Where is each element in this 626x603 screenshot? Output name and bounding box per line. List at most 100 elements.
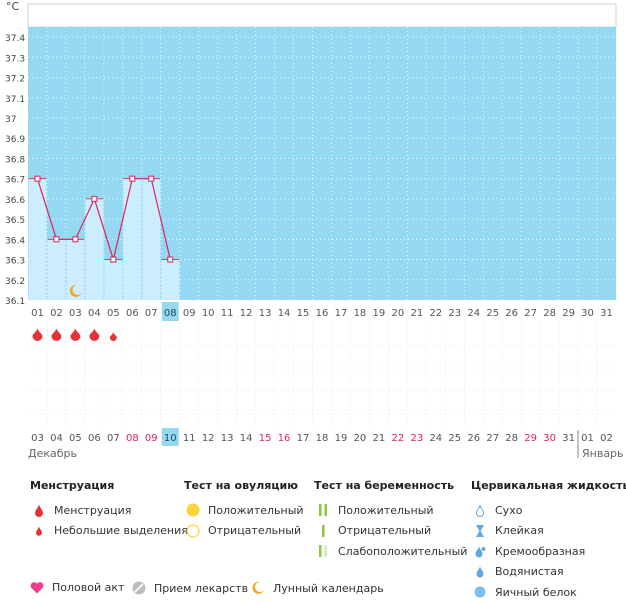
temperature-point[interactable] <box>167 256 174 263</box>
cycle-day-label[interactable]: 06 <box>126 308 139 319</box>
calendar-date-label[interactable]: 19 <box>335 433 348 444</box>
blood-drop-icon[interactable] <box>51 328 62 342</box>
calendar-date-label[interactable]: 06 <box>88 433 101 444</box>
calendar-date-label[interactable]: 23 <box>410 433 423 444</box>
cycle-day-label[interactable]: 22 <box>429 308 442 319</box>
calendar-date-label[interactable]: 16 <box>278 433 291 444</box>
hourglass-drop-icon <box>471 524 489 537</box>
cycle-day-label[interactable]: 31 <box>600 308 613 319</box>
cycle-day-label[interactable]: 11 <box>221 308 234 319</box>
temperature-bar <box>66 239 85 300</box>
calendar-date-label[interactable]: 14 <box>240 433 253 444</box>
cycle-day-label[interactable]: 14 <box>278 308 291 319</box>
cycle-day-label[interactable]: 05 <box>107 308 120 319</box>
cycle-day-label[interactable]: 01 <box>31 308 44 319</box>
calendar-date-label[interactable]: 25 <box>448 433 461 444</box>
cycle-day-label[interactable]: 23 <box>448 308 461 319</box>
legend-ovulation-title: Тест на овуляцию <box>184 479 298 492</box>
cycle-day-label[interactable]: 26 <box>505 308 518 319</box>
calendar-date-label[interactable]: 12 <box>202 433 215 444</box>
cycle-day-label[interactable]: 17 <box>335 308 348 319</box>
calendar-date-label[interactable]: 18 <box>316 433 329 444</box>
y-tick-label: 36.1 <box>5 297 25 307</box>
cycle-day-label[interactable]: 29 <box>562 308 575 319</box>
cycle-day-label[interactable]: 15 <box>297 308 310 319</box>
legend-lunar-label: Лунный календарь <box>273 581 384 595</box>
temperature-point[interactable] <box>91 195 98 202</box>
cycle-day-label[interactable]: 03 <box>69 308 82 319</box>
calendar-date-label[interactable]: 15 <box>259 433 272 444</box>
single-stripe-icon <box>314 524 332 537</box>
calendar-date-label[interactable]: 24 <box>429 433 442 444</box>
cycle-day-label[interactable]: 28 <box>543 308 556 319</box>
cycle-day-label[interactable]: 02 <box>50 308 63 319</box>
calendar-date-label[interactable]: 17 <box>297 433 310 444</box>
calendar-date-label[interactable]: 08 <box>126 433 139 444</box>
cycle-day-label[interactable]: 16 <box>316 308 329 319</box>
y-tick-label: 36.9 <box>5 135 25 145</box>
cycle-day-label[interactable]: 24 <box>467 308 480 319</box>
calendar-date-label[interactable]: 04 <box>50 433 63 444</box>
calendar-date-label[interactable]: 20 <box>354 433 367 444</box>
cycle-day-label[interactable]: 07 <box>145 308 158 319</box>
calendar-date-label[interactable]: 28 <box>505 433 518 444</box>
double-stripe-icon <box>314 504 332 517</box>
legend-cervical-fluid: Цервикальная жидкость Сухо Клейкая Кремо… <box>471 479 626 603</box>
cycle-day-label[interactable]: 18 <box>354 308 367 319</box>
blood-drop-icon[interactable] <box>89 328 100 342</box>
calendar-date-label[interactable]: 02 <box>600 433 613 444</box>
calendar-date-label[interactable]: 07 <box>107 433 120 444</box>
temperature-bar <box>123 178 142 300</box>
temperature-point[interactable] <box>129 175 136 182</box>
cycle-day-label[interactable]: 25 <box>486 308 499 319</box>
legend-pregnancy-positive-label: Положительный <box>338 503 434 517</box>
calendar-date-label[interactable]: 27 <box>486 433 499 444</box>
temperature-point[interactable] <box>148 175 155 182</box>
temperature-point[interactable] <box>34 175 41 182</box>
current-day-highlight <box>161 302 179 321</box>
blood-drop-icon[interactable] <box>109 331 117 341</box>
filled-circle-icon <box>184 503 202 517</box>
legend-fluid-dry-label: Сухо <box>495 503 523 517</box>
calendar-date-label[interactable]: 26 <box>467 433 480 444</box>
cycle-day-label[interactable]: 21 <box>410 308 423 319</box>
legend-ovulation-positive: Положительный <box>184 500 304 521</box>
calendar-date-label[interactable]: 10 <box>164 433 177 444</box>
calendar-date-label[interactable]: 09 <box>145 433 158 444</box>
calendar-date-label[interactable]: 11 <box>183 433 196 444</box>
cycle-day-label[interactable]: 08 <box>164 308 177 319</box>
empty-circle-icon <box>184 524 202 538</box>
cycle-day-label[interactable]: 04 <box>88 308 101 319</box>
calendar-date-label[interactable]: 21 <box>373 433 386 444</box>
calendar-date-label[interactable]: 05 <box>69 433 82 444</box>
pill-icon <box>132 581 146 595</box>
calendar-date-label[interactable]: 30 <box>543 433 556 444</box>
calendar-date-label[interactable]: 03 <box>31 433 44 444</box>
small-blood-drop-icon <box>30 525 48 536</box>
calendar-date-label[interactable]: 01 <box>581 433 594 444</box>
watery-drop-icon <box>471 565 489 578</box>
legend-pregnancy-negative-label: Отрицательный <box>338 524 432 538</box>
cycle-day-label[interactable]: 09 <box>183 308 196 319</box>
calendar-date-label[interactable]: 22 <box>392 433 405 444</box>
legend-ovulation-test: Тест на овуляцию Положительный Отрицател… <box>184 479 304 541</box>
y-tick-label: 36.3 <box>5 257 25 267</box>
legend-fluid-sticky: Клейкая <box>471 521 626 542</box>
cycle-day-label[interactable]: 20 <box>392 308 405 319</box>
legend-fluid-watery-label: Водянистая <box>495 565 564 579</box>
cycle-day-label[interactable]: 27 <box>524 308 537 319</box>
creamy-drop-icon <box>471 545 489 558</box>
temperature-point[interactable] <box>110 256 117 263</box>
cycle-day-label[interactable]: 12 <box>240 308 253 319</box>
blood-drop-icon[interactable] <box>70 328 81 342</box>
temperature-point[interactable] <box>53 236 60 243</box>
calendar-date-label[interactable]: 29 <box>524 433 537 444</box>
cycle-day-label[interactable]: 19 <box>373 308 386 319</box>
cycle-day-label[interactable]: 30 <box>581 308 594 319</box>
calendar-date-label[interactable]: 13 <box>221 433 234 444</box>
cycle-day-label[interactable]: 10 <box>202 308 215 319</box>
blood-drop-icon[interactable] <box>32 328 43 342</box>
temperature-point[interactable] <box>72 236 79 243</box>
cycle-day-label[interactable]: 13 <box>259 308 272 319</box>
calendar-date-label[interactable]: 31 <box>562 433 575 444</box>
